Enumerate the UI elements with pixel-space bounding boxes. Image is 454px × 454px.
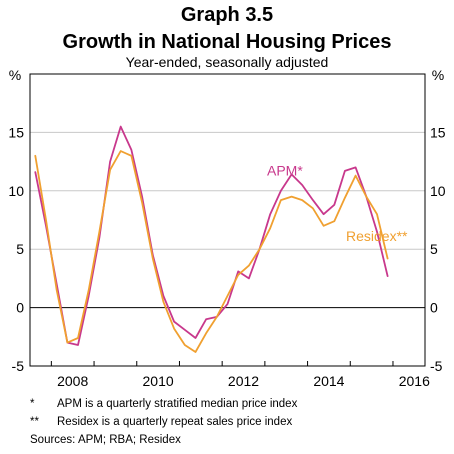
y-tick-label-left: 15 <box>8 124 24 140</box>
footnote-mark: ** <box>30 416 39 428</box>
y-tick-label-right: 15 <box>430 124 446 140</box>
x-tick-label: 2014 <box>313 373 344 389</box>
y-tick-label-left: 10 <box>8 183 24 199</box>
y-tick-label-left: 0 <box>16 300 24 316</box>
x-tick-label: 2016 <box>399 373 430 389</box>
chart-subtitle: Year-ended, seasonally adjusted <box>125 54 329 70</box>
y-tick-label-right: -5 <box>430 358 443 374</box>
x-tick-label: 2010 <box>143 373 174 389</box>
y-tick-label-right: 0 <box>430 300 438 316</box>
y-unit-left: % <box>9 67 21 83</box>
footnote-mark: * <box>30 398 35 410</box>
chart-title: Growth in National Housing Prices <box>62 31 392 53</box>
footnote-text: APM is a quarterly stratified median pri… <box>57 398 298 410</box>
y-tick-label-right: 10 <box>430 183 446 199</box>
x-tick-label: 2008 <box>57 373 88 389</box>
footnotes: * APM is a quarterly stratified median p… <box>30 395 297 449</box>
series-label-apm: APM* <box>267 163 303 179</box>
series-line-apm <box>34 125 389 346</box>
footnote-text: Residex is a quarterly repeat sales pric… <box>57 416 293 428</box>
sources-line: Sources: APM; RBA; Residex <box>30 434 181 446</box>
x-tick-label: 2012 <box>228 373 259 389</box>
graph-number: Graph 3.5 <box>180 4 274 26</box>
series-label-residex: Residex** <box>346 228 408 244</box>
footnote-residex: ** Residex is a quarterly repeat sales p… <box>30 413 297 431</box>
plot-frame <box>29 73 426 367</box>
footnote-apm: * APM is a quarterly stratified median p… <box>30 395 297 413</box>
y-tick-label-left: 5 <box>16 241 24 257</box>
y-tick-label-left: -5 <box>12 358 25 374</box>
series-line-residex <box>34 150 389 353</box>
y-unit-right: % <box>432 67 444 83</box>
y-tick-label-right: 5 <box>430 241 438 257</box>
